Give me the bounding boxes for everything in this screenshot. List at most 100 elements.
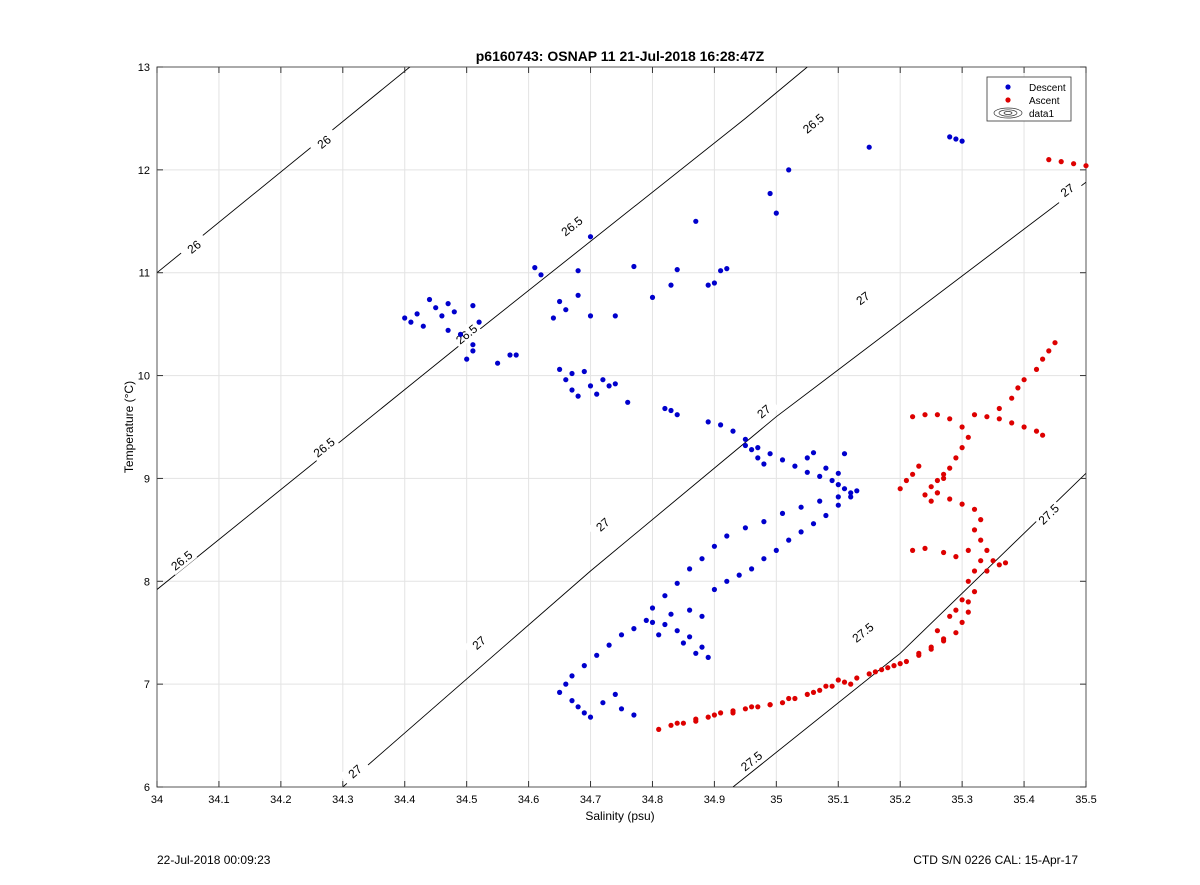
data-point-ascent — [916, 463, 922, 469]
data-point-ascent — [1009, 420, 1015, 426]
data-point-descent — [786, 167, 792, 173]
contour-label-bg — [463, 627, 495, 658]
data-point-descent — [606, 383, 612, 389]
data-point-descent — [749, 447, 755, 453]
data-point-ascent — [711, 712, 718, 718]
data-point-descent — [687, 566, 693, 572]
data-point-descent — [817, 498, 823, 504]
data-point-ascent — [978, 537, 984, 543]
data-point-ascent — [984, 547, 990, 554]
data-point-ascent — [897, 661, 903, 667]
data-point-ascent — [959, 597, 965, 603]
data-point-descent — [718, 268, 724, 274]
data-point-descent — [470, 303, 476, 309]
data-point-ascent — [1058, 159, 1064, 165]
data-point-descent — [810, 450, 817, 456]
data-point-descent — [779, 457, 786, 463]
data-point-ascent — [971, 412, 978, 418]
x-tick-label: 34.1 — [208, 794, 229, 806]
data-point-ascent — [928, 498, 934, 504]
data-point-descent — [761, 461, 767, 467]
data-point-descent — [662, 621, 668, 628]
data-point-ascent — [1040, 432, 1046, 438]
data-point-ascent — [730, 710, 736, 716]
data-point-ascent — [978, 558, 984, 564]
data-point-ascent — [742, 706, 749, 712]
legend-label: Ascent — [1029, 96, 1060, 107]
data-point-descent — [724, 578, 730, 584]
data-point-ascent — [965, 434, 971, 440]
data-point-ascent — [903, 477, 910, 484]
data-point-descent — [693, 650, 699, 656]
data-point-ascent — [1052, 340, 1058, 346]
data-point-ascent — [792, 695, 798, 702]
data-point-ascent — [934, 412, 941, 418]
data-point-ascent — [1033, 366, 1040, 372]
contour-label-group: 27 — [748, 396, 780, 426]
data-point-ascent — [984, 414, 990, 420]
data-point-descent — [581, 710, 587, 716]
x-tick-label: 35.2 — [889, 794, 910, 806]
data-point-ascent — [953, 554, 959, 560]
x-tick-label: 34.6 — [518, 794, 539, 806]
data-point-ascent — [786, 695, 792, 702]
data-point-descent — [848, 490, 854, 496]
data-point-descent — [668, 611, 674, 617]
data-point-ascent — [971, 589, 978, 595]
data-point-ascent — [996, 416, 1002, 422]
data-point-descent — [587, 383, 594, 389]
data-point-ascent — [953, 455, 959, 461]
data-point-descent — [711, 280, 718, 286]
data-point-descent — [433, 305, 439, 311]
data-point-ascent — [959, 424, 965, 430]
data-point-descent — [612, 691, 618, 698]
data-point-ascent — [854, 675, 860, 681]
data-point-ascent — [910, 547, 916, 554]
data-point-descent — [426, 296, 433, 303]
data-point-descent — [705, 282, 711, 288]
data-point-descent — [718, 422, 724, 428]
x-tick-label: 34.8 — [642, 794, 663, 806]
data-point-descent — [631, 626, 637, 632]
data-point-descent — [557, 689, 563, 696]
data-point-descent — [587, 714, 594, 720]
data-point-descent — [563, 681, 569, 687]
data-point-ascent — [779, 700, 786, 706]
data-point-ascent — [668, 722, 674, 728]
contour-label-bg — [308, 127, 340, 157]
data-point-ascent — [823, 683, 829, 689]
data-point-ascent — [885, 665, 891, 671]
data-series — [402, 134, 1089, 733]
contour-label-group: 27 — [587, 509, 619, 540]
data-point-descent — [569, 698, 575, 704]
x-tick-label: 34.2 — [270, 794, 291, 806]
x-tick-label: 34.7 — [580, 794, 601, 806]
contour-label-bg — [556, 211, 588, 241]
data-point-descent — [476, 319, 482, 325]
x-tick-label: 35.4 — [1013, 794, 1034, 806]
data-point-descent — [656, 632, 662, 638]
contour-label-group: 26 — [178, 231, 210, 262]
data-point-ascent — [947, 496, 953, 502]
data-point-descent — [687, 607, 693, 613]
data-point-descent — [680, 640, 687, 646]
data-point-descent — [445, 327, 451, 333]
data-point-descent — [792, 463, 798, 469]
data-point-ascent — [1021, 424, 1027, 430]
contour-label-group: 27 — [1051, 175, 1083, 205]
data-point-descent — [817, 473, 823, 479]
data-point-ascent — [947, 613, 953, 619]
y-axis-label: Temperature (°C) — [122, 381, 136, 473]
data-point-descent — [649, 294, 656, 300]
data-point-descent — [569, 673, 575, 679]
data-point-descent — [798, 529, 804, 535]
data-point-descent — [631, 712, 637, 718]
data-point-descent — [594, 391, 600, 397]
data-point-ascent — [1040, 356, 1046, 362]
data-point-ascent — [941, 475, 947, 481]
data-point-ascent — [953, 607, 959, 613]
data-point-descent — [662, 593, 668, 599]
data-point-ascent — [934, 490, 941, 496]
contour-label-group: 27 — [339, 756, 371, 787]
data-point-descent — [804, 455, 810, 461]
